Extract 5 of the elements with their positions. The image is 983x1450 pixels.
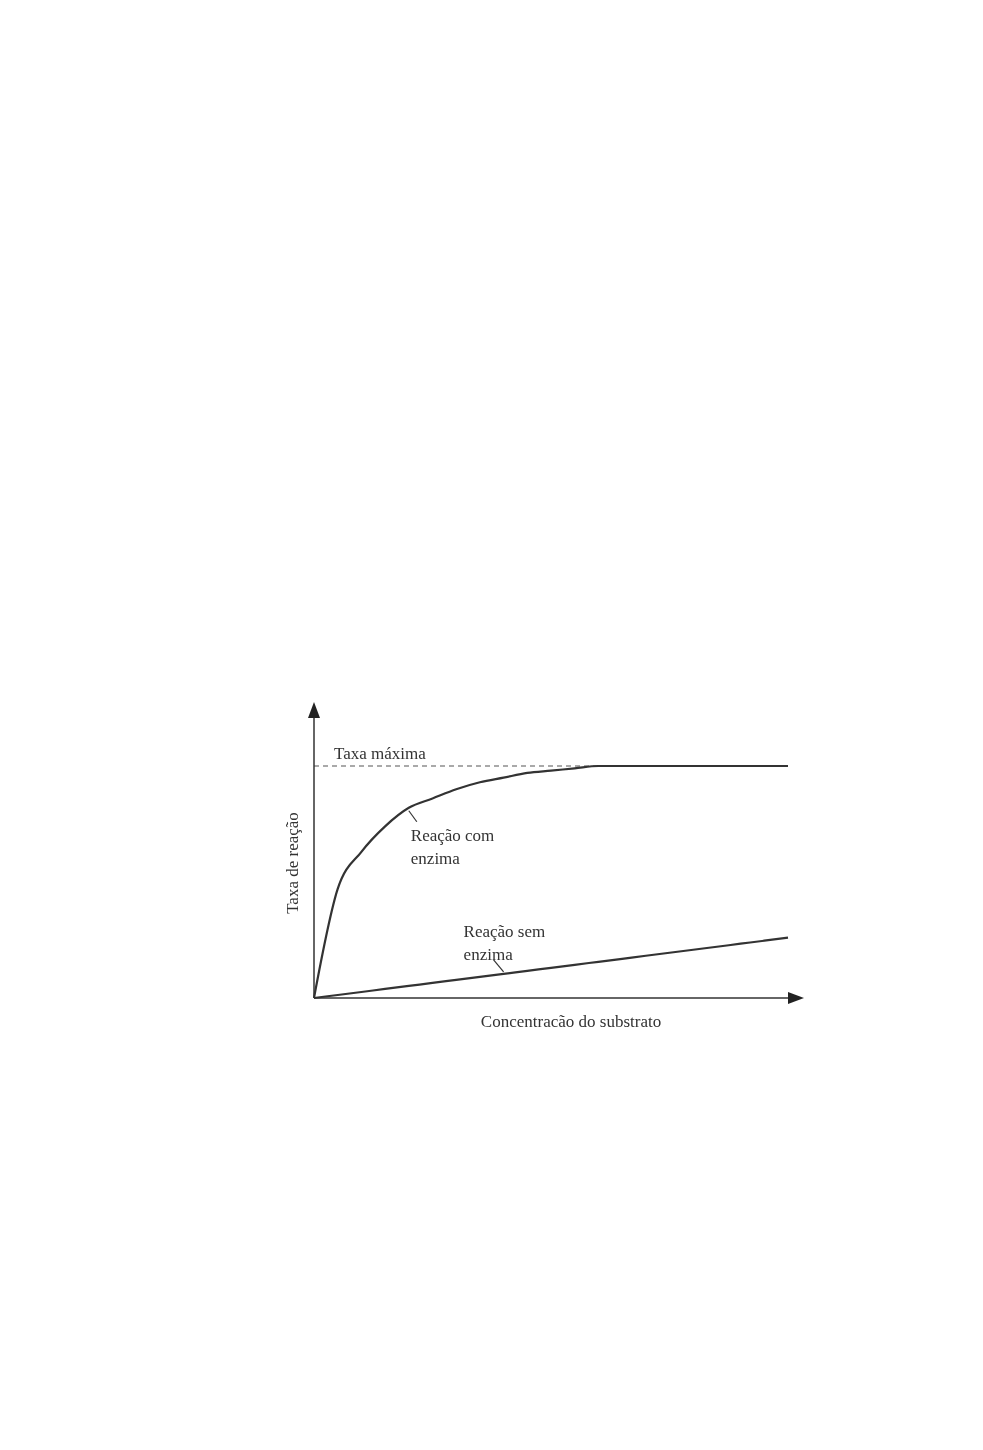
y-axis-title: Taxa de reação (283, 812, 302, 914)
legend-label: Reação com enzima (410, 825, 495, 868)
ref-line-label: Taxa máxima (334, 744, 427, 763)
series-label: Reação sem enzima (463, 921, 546, 964)
x-axis-title: Concentracão do substrato (480, 1012, 662, 1031)
